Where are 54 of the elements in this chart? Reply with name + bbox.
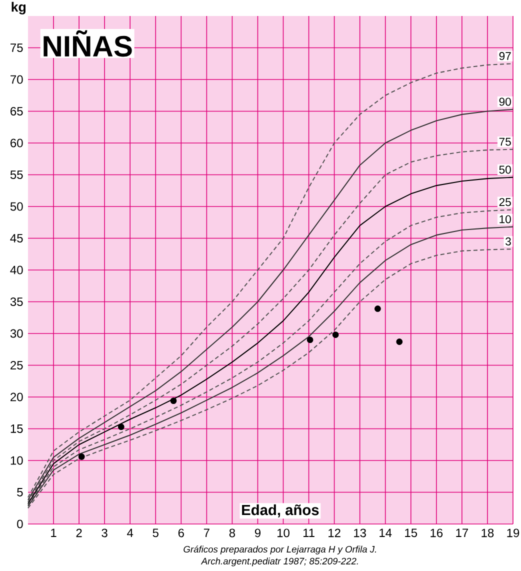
x-tick-label: 16	[430, 528, 443, 538]
x-axis-title: Edad, años	[242, 504, 319, 518]
text: Gráficos preparados por Lejarraga H y Orfila J.	[184, 546, 376, 554]
y-tick-label: 70	[10, 75, 23, 84]
y-tick-label: 45	[10, 234, 23, 242]
y-tick-label: 50	[10, 202, 23, 211]
x-tick-label: 19	[507, 528, 520, 538]
y-tick-label: 5	[17, 488, 23, 496]
point	[78, 453, 85, 460]
x-tick-label: 9	[254, 528, 260, 538]
series-label: 3	[506, 237, 511, 246]
x-tick-label: 14	[380, 528, 392, 537]
x-tick-label: 11	[303, 528, 314, 537]
y-tick-label: 55	[10, 170, 23, 179]
y-tick-label: 15	[10, 424, 23, 433]
x-tick-label: 3	[102, 528, 108, 538]
x-tick-label: 12	[328, 528, 340, 538]
x-tick-label: 6	[178, 528, 184, 538]
x-tick-label: 13	[354, 528, 366, 538]
series-label: 90	[499, 98, 511, 106]
x-tick-label: 5	[152, 528, 158, 538]
point	[332, 332, 339, 338]
y-tick-label: 35	[10, 297, 23, 306]
series-label: 50	[499, 166, 511, 174]
y-tick-label: 75	[10, 44, 23, 52]
x-tick-label: 10	[278, 528, 290, 538]
series-label: 10	[500, 215, 511, 224]
y-tick-label: 60	[10, 138, 23, 148]
chart-title: NIÑAS	[44, 30, 132, 57]
point	[374, 306, 381, 312]
x-tick-label: 8	[229, 528, 236, 538]
x-tick-label: 17	[456, 528, 468, 537]
point	[118, 424, 124, 430]
series-label: 97	[499, 52, 511, 60]
x-tick-label: 7	[204, 528, 210, 537]
y-tick-label: 65	[10, 107, 23, 116]
x-tick-label: 2	[76, 528, 82, 538]
point	[170, 398, 177, 404]
text: Arch.argent.pediatr 1987; 85:209-222.	[200, 558, 358, 566]
x-tick-label: 18	[482, 528, 494, 538]
series-label: 75	[499, 138, 511, 146]
series-label: 25	[499, 198, 511, 206]
y-tick-label: 25	[10, 360, 23, 370]
x-tick-label: 15	[405, 528, 418, 538]
y-tick-label: 30	[10, 329, 23, 338]
y-axis-title: kg	[12, 2, 26, 14]
point	[306, 336, 314, 344]
x-tick-label: 1	[51, 528, 56, 537]
y-tick-label: 20	[10, 392, 23, 402]
y-tick-label: 40	[10, 266, 23, 274]
x-tick-label: 4	[127, 528, 134, 537]
y-tick-label: 0	[17, 520, 23, 528]
point	[396, 338, 403, 345]
y-tick-label: 10	[10, 456, 23, 465]
